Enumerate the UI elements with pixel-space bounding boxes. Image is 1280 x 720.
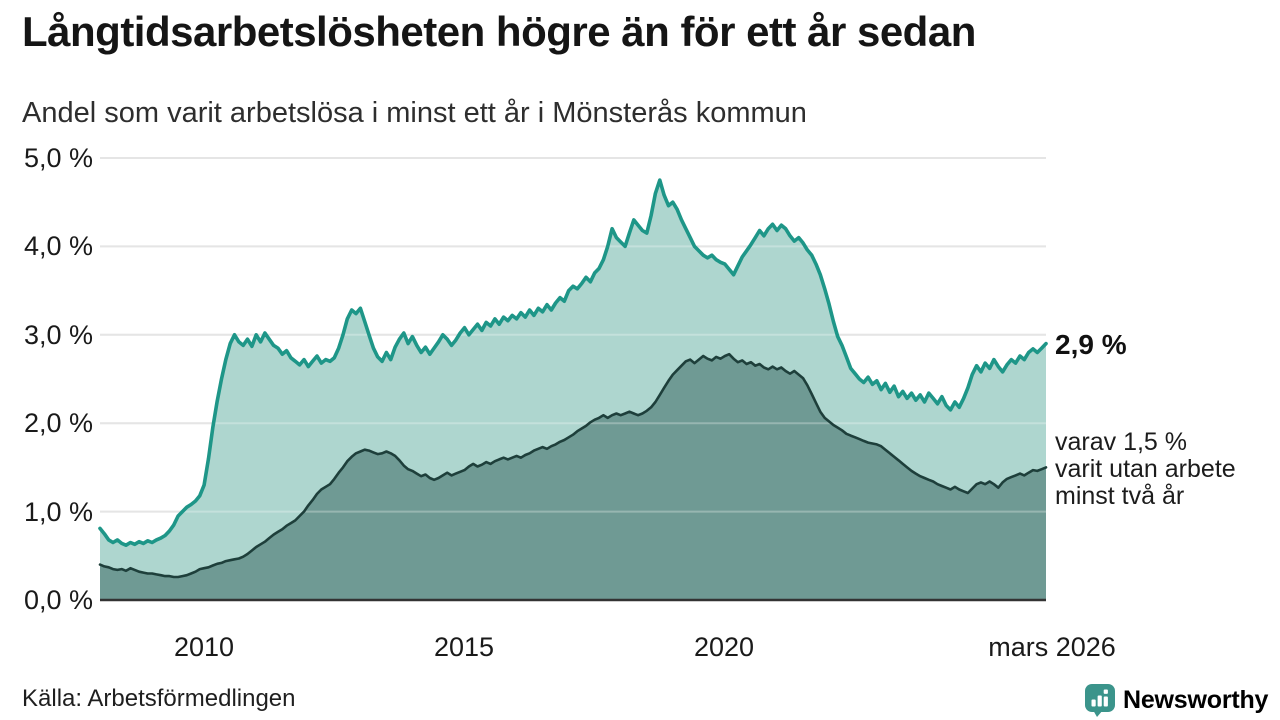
y-tick-0: 0,0 % <box>23 585 93 615</box>
newsworthy-logo: Newsworthy <box>1084 683 1268 717</box>
x-tick-mars-2026: mars 2026 <box>988 632 1116 662</box>
line-unemployed-one-year <box>98 178 1048 547</box>
x-tick-2015: 2015 <box>433 632 495 662</box>
area-unemployed-two-years <box>100 354 1046 600</box>
secondary-value-line3: minst två år <box>1055 482 1185 510</box>
chart-subtitle: Andel som varit arbetslösa i minst ett å… <box>22 97 807 129</box>
page-title: Långtidsarbetslösheten högre än för ett … <box>22 8 976 55</box>
x-tick-2020: 2020 <box>693 632 755 662</box>
newsworthy-bubble-chart-icon <box>1085 684 1115 717</box>
y-tick-1: 1,0 % <box>23 497 93 527</box>
source-credit: Källa: Arbetsförmedlingen <box>22 685 296 712</box>
latest-value-label: 2,9 % <box>1055 329 1127 360</box>
secondary-value-label: varav 1,5 % varit utan arbete minst två … <box>1055 429 1236 510</box>
gridlines-overlay <box>100 157 1046 513</box>
y-tick-3: 3,0 % <box>23 320 93 350</box>
y-tick-5: 5,0 % <box>23 143 93 173</box>
newsworthy-wordmark: Newsworthy <box>1123 685 1269 714</box>
x-tick-2010: 2010 <box>173 632 235 662</box>
line-unemployed-two-years <box>98 352 1048 579</box>
secondary-value-line2: varit utan arbete <box>1055 455 1236 483</box>
y-tick-4: 4,0 % <box>23 231 93 261</box>
secondary-value-line1: varav 1,5 % <box>1055 428 1188 456</box>
y-tick-2: 2,0 % <box>23 408 93 438</box>
